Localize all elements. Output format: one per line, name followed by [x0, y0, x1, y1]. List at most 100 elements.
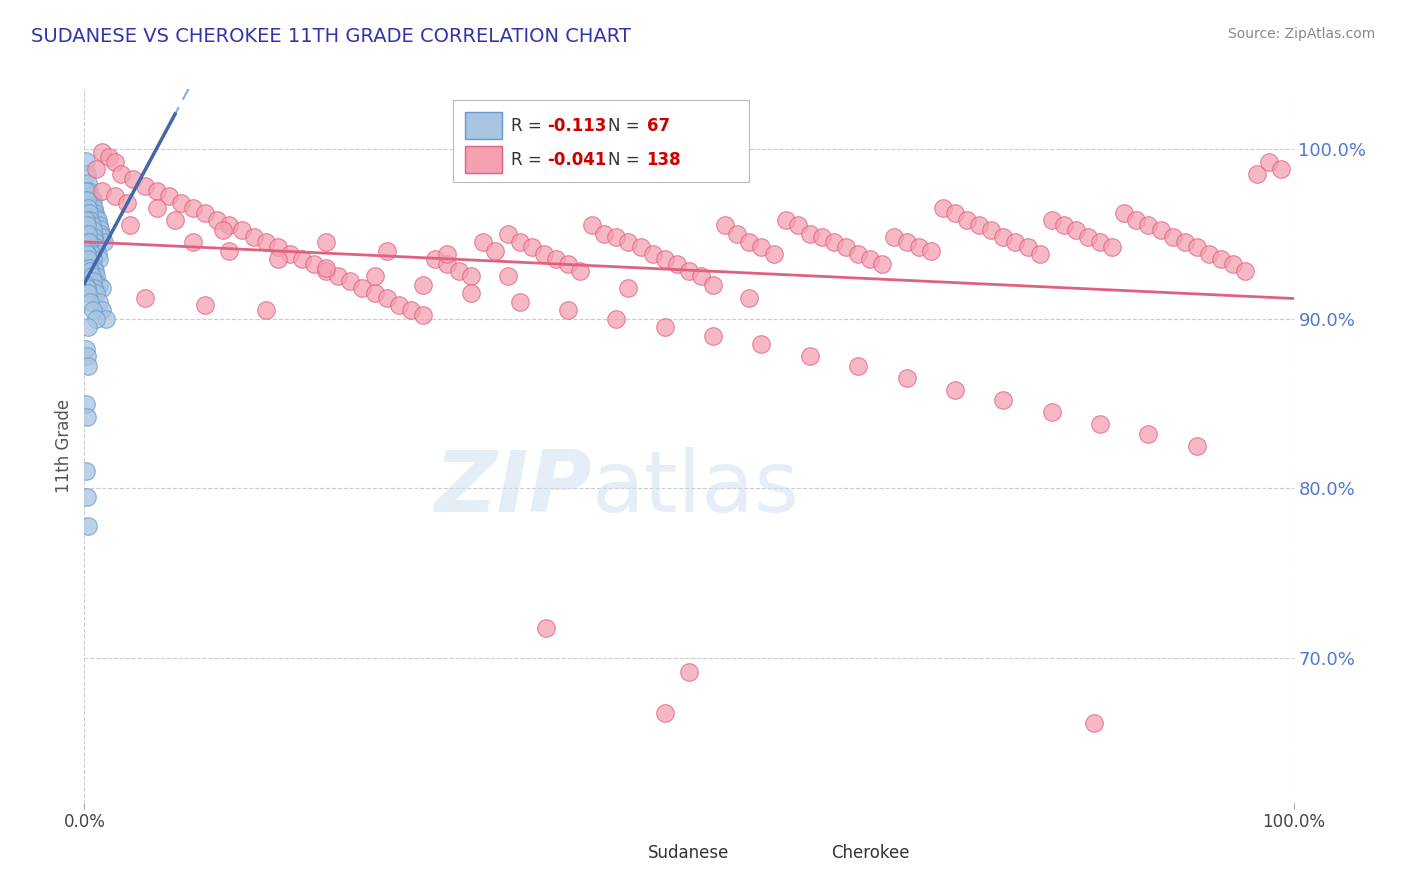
Point [896, 235, 918, 249]
Text: -0.113: -0.113 [547, 117, 607, 135]
Point [86, 286, 108, 301]
Point [79, 213, 101, 227]
Point [82, 303, 104, 318]
Point [86, 247, 108, 261]
Point [77, 235, 100, 249]
Point [84, 264, 107, 278]
Point [86, 269, 108, 284]
Point [79, 244, 101, 258]
Point [557, 257, 579, 271]
Point [97, 150, 120, 164]
Point [520, 240, 543, 254]
Point [134, 291, 156, 305]
Point [460, 286, 482, 301]
Point [77, 176, 100, 190]
Point [80, 269, 103, 284]
Point [315, 235, 337, 249]
Point [363, 269, 385, 284]
Bar [634, 842, 668, 863]
Point [115, 196, 138, 211]
Point [896, 371, 918, 385]
Point [91, 281, 114, 295]
Point [496, 269, 519, 284]
Point [811, 230, 834, 244]
Point [509, 294, 531, 309]
Point [775, 213, 797, 227]
Point [786, 218, 808, 232]
Point [1017, 240, 1039, 254]
Point [86, 213, 108, 227]
Y-axis label: 11th Grade: 11th Grade [55, 399, 73, 493]
Point [956, 213, 979, 227]
Point [83, 281, 105, 295]
Point [751, 240, 773, 254]
Point [86, 162, 108, 177]
Point [83, 260, 105, 275]
Point [146, 201, 169, 215]
Point [104, 155, 127, 169]
Text: R =: R = [512, 117, 547, 135]
Point [75, 342, 97, 356]
Point [1040, 405, 1063, 419]
Text: SUDANESE VS CHEROKEE 11TH GRADE CORRELATION CHART: SUDANESE VS CHEROKEE 11TH GRADE CORRELAT… [31, 27, 631, 45]
Point [79, 294, 101, 309]
Point [883, 230, 905, 244]
Point [84, 206, 107, 220]
Point [762, 247, 785, 261]
Point [86, 210, 108, 224]
Point [90, 227, 112, 241]
Point [91, 230, 114, 244]
Point [593, 227, 616, 241]
Point [254, 303, 277, 318]
Point [339, 274, 361, 288]
Point [654, 252, 676, 266]
Point [212, 223, 235, 237]
Point [1258, 155, 1281, 169]
Point [91, 145, 114, 159]
Point [423, 252, 446, 266]
Text: Source: ZipAtlas.com: Source: ZipAtlas.com [1227, 27, 1375, 41]
Point [1028, 247, 1050, 261]
Text: Cherokee: Cherokee [831, 844, 910, 862]
Point [993, 230, 1015, 244]
Point [76, 281, 98, 295]
Point [509, 235, 531, 249]
Point [1246, 167, 1268, 181]
Point [799, 227, 821, 241]
Point [725, 227, 748, 241]
Point [605, 230, 627, 244]
Point [412, 308, 434, 322]
Point [76, 218, 98, 232]
Point [82, 193, 104, 207]
Point [702, 328, 724, 343]
Point [93, 235, 115, 249]
Point [86, 240, 108, 254]
Point [87, 252, 110, 266]
FancyBboxPatch shape [453, 100, 749, 182]
Point [581, 218, 603, 232]
Text: N =: N = [607, 117, 645, 135]
Point [654, 706, 676, 720]
Point [91, 303, 114, 318]
Point [134, 179, 156, 194]
Point [472, 235, 495, 249]
Point [1149, 223, 1171, 237]
Point [104, 189, 127, 203]
Point [75, 184, 97, 198]
Point [533, 247, 555, 261]
Point [75, 277, 97, 292]
Point [859, 252, 882, 266]
Bar [815, 842, 849, 863]
Text: 67: 67 [647, 117, 669, 135]
Point [1088, 235, 1111, 249]
Point [315, 264, 337, 278]
Point [83, 230, 105, 244]
Point [82, 223, 104, 237]
Point [1161, 230, 1184, 244]
Point [654, 320, 676, 334]
Point [1077, 230, 1099, 244]
Point [641, 247, 664, 261]
Point [943, 206, 966, 220]
Point [436, 257, 458, 271]
Point [1040, 213, 1063, 227]
